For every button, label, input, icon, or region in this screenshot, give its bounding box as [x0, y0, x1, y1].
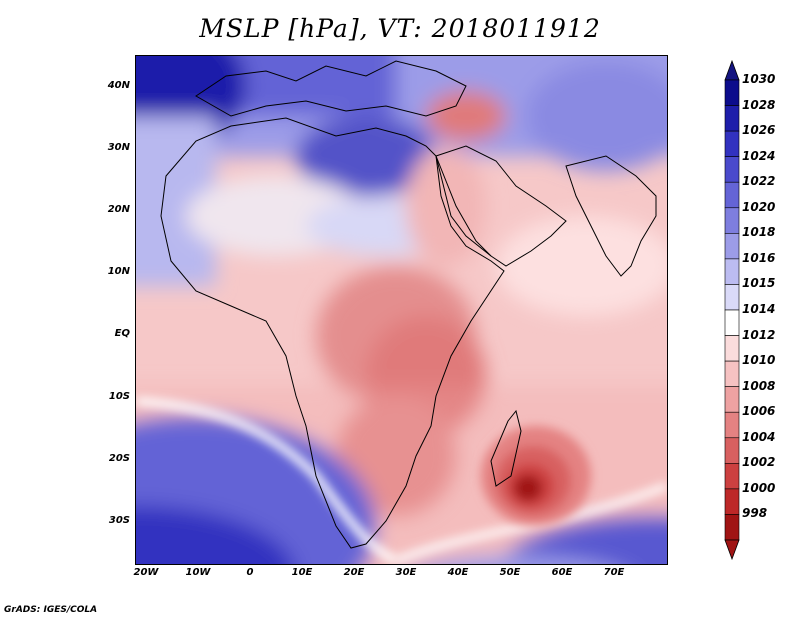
colorbar-label: 1014 — [742, 302, 776, 316]
lat-label-20s: 20S — [108, 453, 130, 464]
lon-label-30e: 30E — [395, 567, 417, 578]
colorbar-label: 1015 — [742, 276, 776, 291]
lon-label-50e: 50E — [499, 567, 521, 578]
colorbar-segment — [724, 360, 740, 387]
colorbar — [724, 60, 740, 560]
colorbar-bottom-arrow — [724, 539, 740, 560]
europe-coastline — [195, 60, 467, 117]
lat-label-10s: 10S — [108, 391, 130, 402]
madagascar-coastline — [490, 409, 522, 487]
colorbar-segment — [724, 258, 740, 285]
colorbar-label: 1006 — [742, 404, 776, 419]
red-sea — [435, 155, 492, 257]
colorbar-label: 998 — [742, 506, 768, 521]
lon-label-10e: 10E — [291, 567, 313, 578]
colorbar-segment — [724, 233, 740, 260]
colorbar-label: 1012 — [742, 327, 776, 342]
colorbar-label: 1028 — [742, 97, 776, 112]
coastlines — [160, 60, 657, 549]
lon-label-70e: 70E — [603, 567, 625, 578]
colorbar-label: 1002 — [742, 455, 776, 470]
colorbar-segment — [724, 156, 740, 183]
lat-label-30s: 30S — [108, 515, 130, 526]
lat-label-10n: 10N — [107, 266, 130, 277]
colorbar-segment — [724, 79, 740, 106]
india-coastline — [565, 155, 657, 277]
colorbar-segment — [724, 207, 740, 234]
colorbar-label: 1004 — [742, 429, 776, 444]
africa-coastline — [160, 117, 505, 549]
colorbar-segment — [724, 309, 740, 336]
lon-label-20w: 20W — [133, 567, 159, 578]
lat-label-eq: EQ — [114, 328, 130, 339]
isobar-1014-south — [136, 397, 398, 564]
colorbar-label: 1018 — [742, 225, 776, 240]
colorbar-segment — [724, 514, 740, 541]
colorbar-label: 1016 — [742, 250, 776, 265]
footer-credit: GrADS: IGES/COLA — [4, 605, 98, 615]
colorbar-segment — [724, 130, 740, 157]
colorbar-label: 1024 — [742, 148, 776, 163]
colorbar-segment — [724, 463, 740, 490]
colorbar-segment — [724, 181, 740, 209]
colorbar-segment — [724, 105, 740, 132]
pressure-map — [135, 55, 668, 565]
low-pressure-center — [481, 426, 591, 526]
colorbar-label: 1010 — [742, 353, 776, 368]
lon-label-60e: 60E — [551, 567, 573, 578]
lon-label-20e: 20E — [343, 567, 365, 578]
colorbar-label: 1008 — [742, 378, 776, 393]
colorbar-segment — [724, 488, 740, 515]
lon-label-0: 0 — [246, 567, 254, 578]
arabia-coastline — [435, 145, 567, 267]
lon-label-10w: 10W — [185, 567, 211, 578]
isobar-1014-southeast — [394, 482, 667, 564]
lon-label-40e: 40E — [447, 567, 469, 578]
colorbar-label: 1026 — [742, 123, 776, 138]
colorbar-segment — [724, 335, 740, 362]
colorbar-label: 1022 — [742, 174, 776, 189]
lat-label-40n: 40N — [107, 80, 130, 91]
colorbar-segment — [724, 284, 740, 311]
lat-label-30n: 30N — [107, 142, 130, 153]
map-title: MSLP [hPa], VT: 2018011912 — [199, 14, 601, 43]
colorbar-segment — [724, 411, 740, 439]
pressure-field — [136, 56, 667, 564]
colorbar-label: 1020 — [742, 199, 776, 214]
colorbar-top-arrow — [724, 60, 740, 81]
colorbar-segment — [724, 386, 740, 413]
colorbar-label: 1030 — [742, 72, 776, 86]
colorbar-segment — [724, 437, 740, 464]
colorbar-label: 1000 — [742, 480, 776, 495]
lat-label-20n: 20N — [107, 204, 130, 215]
